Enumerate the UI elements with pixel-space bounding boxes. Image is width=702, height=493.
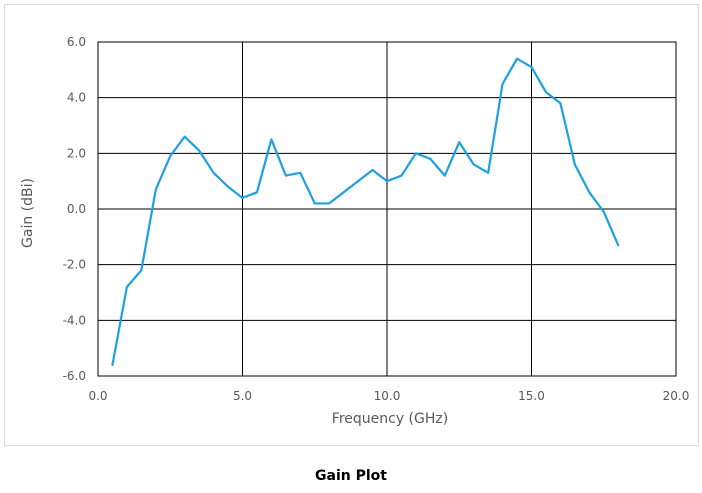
y-tick-label: 0.0 bbox=[67, 202, 86, 216]
gain-chart: 0.0 5.0 10.0 15.0 20.0 6.0 4.0 2.0 0.0 -2.0 -4.0 -… bbox=[20, 35, 689, 427]
x-tick-label: 5.0 bbox=[233, 389, 252, 403]
y-tick-label: -6.0 bbox=[63, 369, 86, 383]
y-tick-label: -4.0 bbox=[63, 313, 86, 327]
y-tick-label: -2.0 bbox=[63, 258, 86, 272]
x-tick-label: 10.0 bbox=[374, 389, 401, 403]
plot-area-frame bbox=[97, 41, 677, 377]
y-axis-label: Gain (dBi) bbox=[20, 178, 36, 248]
gain-series-line bbox=[111, 57, 620, 366]
y-tick-label: 6.0 bbox=[67, 35, 86, 49]
chart-frame: 0.0 5.0 10.0 15.0 20.0 6.0 4.0 2.0 0.0 -2.0 -4.0 -… bbox=[4, 4, 699, 446]
x-tick-label: 0.0 bbox=[88, 389, 107, 403]
chart-caption: Gain Plot bbox=[315, 468, 387, 484]
x-axis-label: Frequency (GHz) bbox=[332, 411, 448, 427]
x-tick-label: 20.0 bbox=[663, 389, 690, 403]
gridlines bbox=[97, 41, 677, 377]
y-tick-label: 2.0 bbox=[67, 146, 86, 160]
plot-area-border bbox=[97, 41, 677, 377]
x-tick-label: 15.0 bbox=[518, 389, 545, 403]
y-tick-label: 4.0 bbox=[67, 91, 86, 105]
x-tick-labels: 0.0 5.0 10.0 15.0 20.0 bbox=[88, 389, 689, 403]
y-tick-labels: 6.0 4.0 2.0 0.0 -2.0 -4.0 -6.0 bbox=[63, 35, 86, 383]
series-layer bbox=[111, 57, 620, 366]
